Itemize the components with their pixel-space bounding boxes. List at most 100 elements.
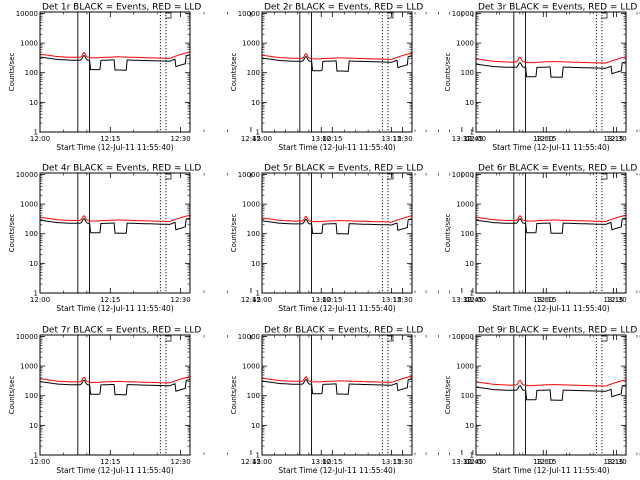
events-series-line	[475, 217, 627, 234]
y-tick-label: 1000	[456, 40, 474, 48]
y-tick-label: 1000	[20, 201, 38, 209]
x-tick-label: 13:00	[533, 135, 553, 143]
lld-series-line	[261, 375, 413, 383]
y-tick-label: 10	[465, 99, 474, 107]
x-axis-label: Start Time (12-Jul-11 11:55:40)	[56, 143, 173, 152]
y-tick-label: 10	[29, 99, 38, 107]
top-interval-marker	[601, 173, 608, 180]
x-tick-label: 12:45	[241, 458, 261, 466]
detector-plot-panel: Det 6r BLACK = Events, RED = LLD 1 10 100 10…	[444, 164, 640, 313]
y-tick-label: 1000	[242, 201, 260, 209]
detector-plot-panel: Det 1r BLACK = Events, RED = LLD 1 10 100 10…	[8, 3, 472, 153]
top-interval-marker	[165, 335, 172, 342]
plot-frame	[475, 334, 627, 456]
detector-plot-panel: Det 4r BLACK = Events, RED = LLD 1 10 100 10…	[8, 164, 472, 314]
x-tick-label: 13:15	[381, 296, 401, 304]
plot-frame	[39, 172, 191, 294]
y-tick-label: 10	[29, 422, 38, 430]
events-series-line	[39, 217, 191, 234]
x-tick-label: 13:15	[381, 135, 401, 143]
y-tick-label: 1	[470, 452, 474, 460]
detector-plot-panel: Det 8r BLACK = Events, RED = LLD 1 10 100 10…	[230, 326, 638, 475]
events-series-line	[39, 378, 191, 396]
plot-title: Det 9r BLACK = Events, RED = LLD	[478, 326, 637, 336]
plot-frame	[39, 334, 191, 456]
y-tick-label: 1	[256, 452, 260, 460]
x-tick-label: 12:30	[171, 296, 191, 304]
x-axis-label: Start Time (12-Jul-11 11:55:40)	[492, 466, 609, 475]
lld-series-line	[261, 215, 413, 223]
x-tick-label: 13:15	[603, 458, 623, 466]
detector-plot-panel: Det 5r BLACK = Events, RED = LLD 1 10 100 10…	[230, 164, 638, 313]
x-tick-label: 12:45	[463, 296, 483, 304]
plot-frame	[261, 172, 413, 294]
x-tick-label: 12:15	[100, 296, 120, 304]
x-tick-label: 12:15	[322, 458, 342, 466]
y-tick-label: 10	[29, 260, 38, 268]
y-tick-label: 1000	[242, 363, 260, 371]
lld-series-line	[475, 379, 627, 387]
plot-title: Det 8r BLACK = Events, RED = LLD	[264, 326, 423, 336]
x-tick-label: 12:15	[536, 296, 556, 304]
plot-title: Det 6r BLACK = Events, RED = LLD	[478, 164, 637, 174]
x-tick-label: 13:30	[452, 296, 472, 304]
events-series-line	[261, 55, 413, 72]
y-tick-label: 100	[461, 392, 474, 400]
y-tick-label: 10000	[16, 333, 38, 341]
y-axis-label: Counts/sec	[8, 214, 16, 253]
x-tick-label: 13:00	[533, 458, 553, 466]
plot-frame	[475, 11, 627, 133]
x-tick-label: 12:00	[30, 296, 50, 304]
x-tick-label: 12:30	[171, 458, 191, 466]
x-tick-label: 13:00	[311, 135, 331, 143]
top-interval-marker	[165, 173, 172, 180]
y-tick-label: 1	[256, 290, 260, 298]
y-tick-label: 10000	[238, 10, 260, 18]
detector-plot-panel: Det 7r BLACK = Events, RED = LLD 1 10 100 10…	[8, 326, 472, 476]
x-tick-label: 12:45	[241, 296, 261, 304]
y-axis-label: Counts/sec	[230, 376, 238, 415]
lld-series-line	[475, 214, 627, 222]
plot-title: Det 2r BLACK = Events, RED = LLD	[264, 3, 423, 13]
events-series-line	[475, 384, 627, 401]
y-tick-label: 1000	[456, 363, 474, 371]
x-axis-label: Start Time (12-Jul-11 11:55:40)	[278, 143, 395, 152]
events-series-line	[261, 218, 413, 235]
y-axis-label: Counts/sec	[230, 53, 238, 92]
y-tick-label: 10	[251, 260, 260, 268]
x-tick-label: 12:30	[393, 135, 413, 143]
detector-plot-panel: Det 2r BLACK = Events, RED = LLD 1 10 100 10…	[230, 3, 638, 152]
detector-plot-panel: Det 3r BLACK = Events, RED = LLD 1 10 100 10…	[444, 3, 640, 152]
y-tick-label: 10000	[452, 333, 474, 341]
x-tick-label: 13:15	[603, 135, 623, 143]
x-tick-label: 12:30	[607, 458, 627, 466]
x-tick-label: 12:45	[241, 135, 261, 143]
x-tick-label: 13:15	[603, 296, 623, 304]
x-tick-label: 12:00	[252, 296, 272, 304]
y-tick-label: 10000	[238, 333, 260, 341]
x-tick-label: 13:30	[452, 135, 472, 143]
x-tick-label: 12:30	[393, 296, 413, 304]
x-tick-label: 13:00	[311, 458, 331, 466]
y-tick-label: 10	[251, 99, 260, 107]
plot-title: Det 1r BLACK = Events, RED = LLD	[42, 3, 201, 13]
y-tick-label: 100	[247, 230, 260, 238]
lld-series-line	[475, 56, 627, 64]
x-tick-label: 12:45	[463, 458, 483, 466]
x-tick-label: 12:00	[252, 135, 272, 143]
y-tick-label: 10	[465, 260, 474, 268]
y-axis-label: Counts/sec	[444, 53, 452, 92]
events-series-line	[261, 378, 413, 395]
x-tick-label: 12:00	[466, 296, 486, 304]
y-tick-label: 1	[256, 129, 260, 137]
plot-title: Det 4r BLACK = Events, RED = LLD	[42, 164, 201, 174]
plot-frame	[261, 334, 413, 456]
y-tick-label: 100	[247, 392, 260, 400]
top-interval-marker	[601, 335, 608, 342]
y-tick-label: 100	[461, 230, 474, 238]
x-tick-label: 12:00	[30, 458, 50, 466]
x-tick-label: 12:30	[171, 135, 191, 143]
x-tick-label: 12:15	[100, 135, 120, 143]
x-tick-label: 12:30	[393, 458, 413, 466]
